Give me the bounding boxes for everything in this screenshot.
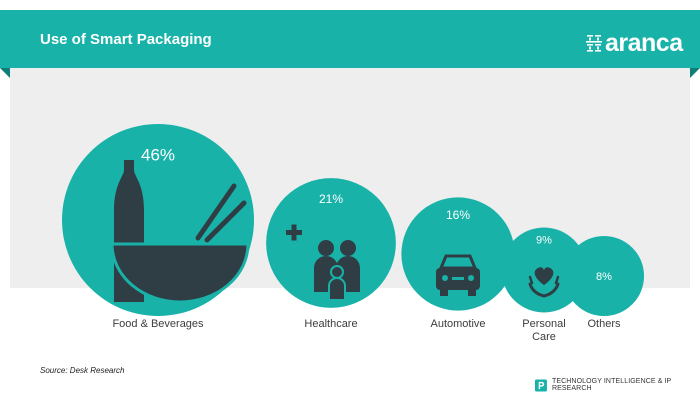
category-label: Others [587, 318, 621, 330]
category-label: Healthcare [304, 318, 358, 330]
bubble-group: 21% [266, 178, 396, 308]
heart-hands-icon [528, 267, 560, 298]
bubble [563, 235, 645, 317]
footer-tagline: TECHNOLOGY INTELLIGENCE & IP RESEARCH [551, 378, 672, 392]
brand-name: aranca [605, 28, 683, 57]
value-label: 9% [536, 235, 552, 247]
source-note: Source: Desk Research [40, 366, 125, 375]
value-label: 46% [141, 145, 175, 164]
value-label: 8% [596, 271, 612, 283]
bubble-group: 8% [563, 235, 645, 317]
brand-logo: aranca [586, 30, 683, 56]
bubble [501, 227, 587, 313]
aranca-logo-glyph-icon [586, 35, 602, 52]
bubble-group: 46% [62, 124, 254, 316]
header-banner: Use of Smart Packaging aranca [0, 10, 700, 68]
category-label: Personal Care [522, 318, 566, 343]
bubble-group: 16% [401, 197, 515, 311]
family-health-icon [286, 224, 360, 301]
page-title: Use of Smart Packaging [40, 31, 212, 48]
ribbon-fold-right [690, 68, 700, 78]
car-icon [436, 254, 480, 296]
bubble [401, 197, 515, 311]
aranca-p-badge-icon [535, 379, 547, 391]
value-label: 21% [319, 192, 343, 206]
category-label: Food & Beverages [112, 318, 204, 330]
ribbon-fold-left [0, 68, 10, 78]
footer: TECHNOLOGY INTELLIGENCE & IP RESEARCH [535, 378, 700, 392]
category-label: Automotive [430, 318, 486, 330]
bubble-group: 9% [501, 227, 587, 313]
bottle-bowl-chopsticks-icon [110, 160, 250, 304]
value-label: 16% [446, 208, 470, 222]
